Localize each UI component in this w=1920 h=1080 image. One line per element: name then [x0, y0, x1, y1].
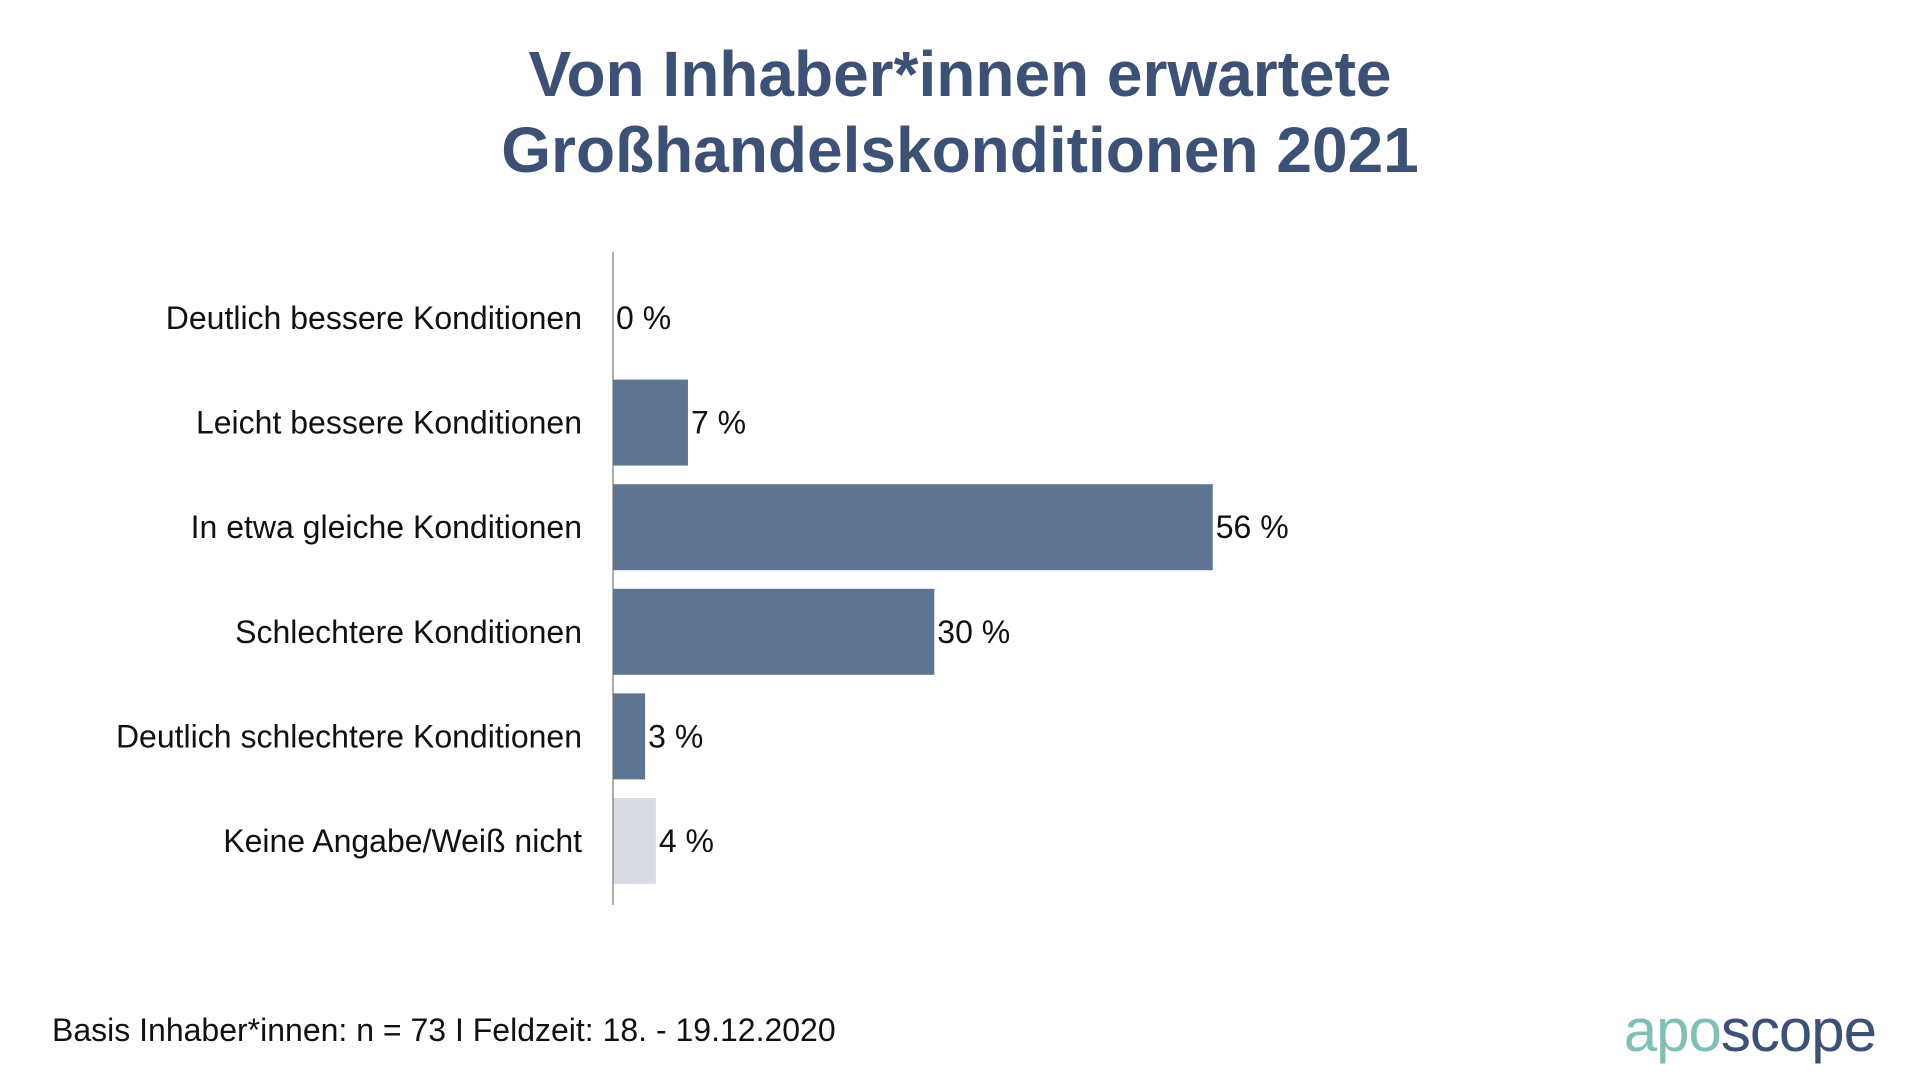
chart-title-line-2: Großhandelskonditionen 2021 [501, 114, 1419, 186]
value-label: 4 % [659, 823, 714, 859]
footer-note: Basis Inhaber*innen: n = 73 I Feldzeit: … [52, 1012, 836, 1048]
logo-part-apo: apo [1623, 997, 1722, 1064]
category-label: Keine Angabe/Weiß nicht [223, 823, 582, 859]
chart-title: Von Inhaber*innen erwartete Großhandelsk… [0, 36, 1920, 188]
value-label: 0 % [616, 300, 671, 336]
logo-part-scope: scope [1720, 997, 1877, 1064]
chart-title-line-1: Von Inhaber*innen erwartete [528, 38, 1392, 110]
bar [613, 693, 646, 780]
category-label: Schlechtere Konditionen [235, 614, 582, 650]
value-label: 7 % [691, 405, 746, 441]
category-label: Deutlich schlechtere Konditionen [116, 718, 582, 754]
value-label: 56 % [1216, 509, 1289, 545]
category-label: In etwa gleiche Konditionen [191, 509, 582, 545]
category-label: Deutlich bessere Konditionen [166, 300, 582, 336]
value-label: 3 % [648, 718, 703, 754]
value-label: 30 % [937, 614, 1010, 650]
bar [613, 484, 1213, 571]
bar [613, 379, 688, 466]
bar [613, 588, 935, 675]
category-label: Leicht bessere Konditionen [196, 405, 582, 441]
aposcope-logo: aposcope [1623, 996, 1877, 1065]
bar [613, 798, 656, 884]
